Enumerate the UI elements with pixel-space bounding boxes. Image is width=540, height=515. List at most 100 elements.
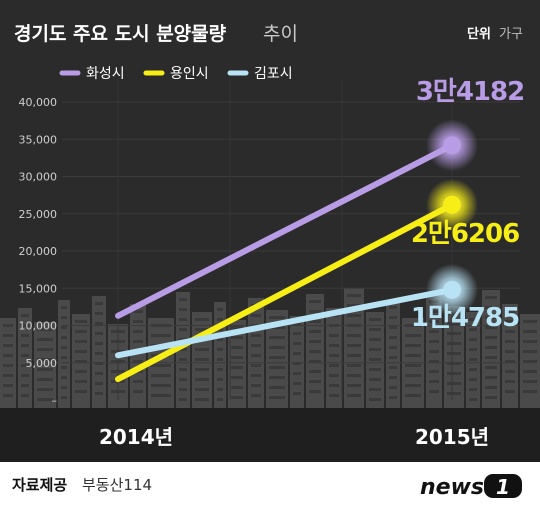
- building-window: [269, 396, 285, 399]
- building-window: [251, 394, 261, 397]
- y-axis: 40,000 35,000 30,000 25,000 20,000 15,000 10,0…: [19, 96, 58, 407]
- building-window: [405, 374, 421, 377]
- building-window: [61, 316, 67, 319]
- building-window: [75, 330, 87, 333]
- building-window: [75, 320, 87, 323]
- building-window: [151, 364, 171, 367]
- building-windows: [3, 294, 537, 401]
- building-window: [485, 366, 497, 369]
- building-window: [95, 322, 103, 325]
- building-shape: [344, 288, 364, 408]
- building-window: [3, 344, 13, 347]
- data-label: 3만4182: [416, 77, 524, 107]
- building-window: [429, 390, 439, 393]
- legend-label: 김포시: [254, 66, 293, 82]
- building-window: [217, 378, 223, 381]
- endpoint-dot: [443, 280, 461, 299]
- building-window: [369, 358, 381, 361]
- series-line: [115, 142, 455, 319]
- building-window: [469, 348, 477, 351]
- building-window: [389, 326, 397, 329]
- building-window: [195, 378, 209, 381]
- building-window: [447, 332, 461, 335]
- building-window: [231, 346, 243, 349]
- building-window: [179, 358, 187, 361]
- building-window: [447, 362, 461, 365]
- building-window: [61, 386, 67, 389]
- legend-label: 화성시: [86, 66, 125, 82]
- building-window: [485, 296, 497, 299]
- building-window: [21, 344, 29, 347]
- news1-logo-text: news: [420, 475, 484, 500]
- building-window: [389, 356, 397, 359]
- building-window: [485, 336, 497, 339]
- building-window: [485, 306, 497, 309]
- x-axis: 2014년 2015년: [99, 425, 489, 449]
- building-window: [429, 330, 439, 333]
- building-window: [269, 356, 285, 359]
- building-window: [447, 392, 461, 395]
- y-tick-label: 15,000: [19, 282, 58, 295]
- building-window: [269, 376, 285, 379]
- series-line: [115, 201, 455, 383]
- series-line: [115, 286, 455, 359]
- building-window: [195, 368, 209, 371]
- building-window: [21, 384, 29, 387]
- building-window: [231, 336, 243, 339]
- building-window: [217, 328, 223, 331]
- building-window: [21, 354, 29, 357]
- building-window: [429, 370, 439, 373]
- building-window: [3, 384, 13, 387]
- building-window: [293, 372, 301, 375]
- building-window: [269, 316, 285, 319]
- building-window: [269, 326, 285, 329]
- building-window: [37, 328, 53, 331]
- building-window: [95, 342, 103, 345]
- building-window: [447, 372, 461, 375]
- building-window: [3, 364, 13, 367]
- building-window: [389, 396, 397, 399]
- building-window: [347, 344, 361, 347]
- building-window: [37, 348, 53, 351]
- building-window: [217, 338, 223, 341]
- building-window: [405, 354, 421, 357]
- y-tick-label: 40,000: [19, 96, 58, 109]
- building-window: [329, 344, 339, 347]
- building-window: [179, 308, 187, 311]
- building-window: [133, 310, 143, 313]
- building-window: [429, 340, 439, 343]
- building-window: [369, 398, 381, 401]
- y-tick-label: 30,000: [19, 171, 58, 184]
- building-window: [269, 366, 285, 369]
- building-window: [37, 378, 53, 381]
- building-window: [133, 380, 143, 383]
- building-window: [95, 352, 103, 355]
- building-window: [133, 340, 143, 343]
- building-shape: [326, 308, 342, 408]
- building-window: [269, 346, 285, 349]
- building-shape: [34, 322, 56, 408]
- building-window: [505, 320, 515, 323]
- building-window: [469, 378, 477, 381]
- endpoint-dot: [443, 136, 461, 155]
- building-window: [75, 380, 87, 383]
- building-window: [369, 338, 381, 341]
- building-window: [269, 386, 285, 389]
- y-tick-label: 20,000: [19, 245, 58, 258]
- building-window: [95, 302, 103, 305]
- building-window: [37, 388, 53, 391]
- building-window: [179, 368, 187, 371]
- building-window: [61, 336, 67, 339]
- building-window: [251, 364, 261, 367]
- building-window: [75, 340, 87, 343]
- news1-logo-badge: [484, 474, 522, 498]
- building-window: [347, 304, 361, 307]
- x-axis-band: [0, 408, 540, 462]
- building-window: [505, 350, 515, 353]
- building-window: [405, 384, 421, 387]
- y-tick-label: 25,000: [19, 208, 58, 221]
- building-window: [293, 362, 301, 365]
- building-window: [309, 330, 321, 333]
- y-tick-label: 5,000: [26, 357, 58, 370]
